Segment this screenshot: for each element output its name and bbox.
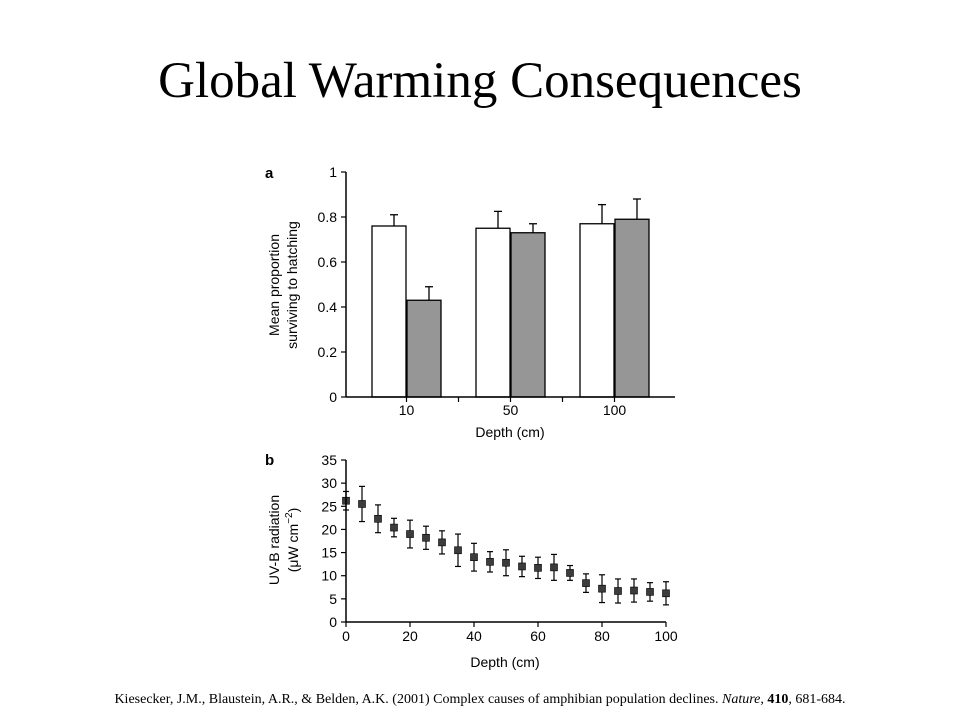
- panel-b-point: [390, 523, 398, 532]
- panel-b-x-tick-label: 0: [342, 628, 350, 644]
- citation-volume: 410: [767, 692, 789, 707]
- panel-b: b 0 5 10 15 20 25 30 35 0 20 40 60 80 100 UV-B radia…: [265, 452, 678, 670]
- panel-b-x-tick-label: 20: [402, 628, 418, 644]
- panel-b-point: [438, 538, 446, 547]
- citation: Kiesecker, J.M., Blaustein, A.R., & Beld…: [0, 692, 960, 708]
- panel-b-point: [358, 500, 366, 508]
- panel-b-y-unit-suffix: ): [285, 508, 301, 513]
- panel-b-x-tick-label: 80: [594, 628, 610, 644]
- panel-a-bar: [406, 299, 442, 398]
- panel-a-bar: [579, 223, 615, 398]
- panel-b-point: [582, 579, 590, 587]
- panel-b-label: b: [265, 452, 274, 469]
- panel-b-y-tick-label: 30: [321, 475, 337, 491]
- panel-a-label: a: [265, 165, 274, 182]
- panel-b-point: [662, 589, 670, 598]
- panel-b-y-tick-label: 25: [321, 498, 337, 514]
- panel-a: a 0 0.2 0.4 0.6 0.8 1 10 50 100 Mean proportion…: [265, 164, 675, 440]
- panel-b-y-unit-prefix: (μW cm: [285, 524, 301, 573]
- panel-a-y-tick-label: 0.6: [318, 254, 338, 270]
- panel-b-point: [518, 562, 526, 571]
- panel-a-bars: [371, 198, 650, 398]
- panel-b-point: [646, 588, 654, 596]
- panel-b-x-tick-label: 60: [530, 628, 546, 644]
- panel-b-point: [534, 564, 542, 572]
- panel-b-y-unit-sup: −2: [284, 512, 295, 524]
- panel-b-point: [374, 514, 382, 523]
- panel-b-y-ticks: 0 5 10 15 20 25 30 35: [321, 452, 346, 630]
- panel-b-point: [550, 563, 558, 572]
- slide-title: Global Warming Consequences: [158, 53, 802, 109]
- panel-a-x-tick-label: 50: [503, 402, 519, 418]
- panel-a-x-label: Depth (cm): [475, 424, 544, 440]
- panel-a-y-tick-label: 1: [329, 164, 337, 180]
- panel-b-y-tick-label: 0: [329, 614, 337, 630]
- panel-a-y-tick-label: 0.2: [318, 344, 338, 360]
- citation-sep: ,: [760, 692, 768, 707]
- panel-b-y-tick-label: 35: [321, 452, 337, 468]
- panel-a-y-tick-label: 0.4: [318, 299, 338, 315]
- panel-b-point: [614, 587, 622, 595]
- panel-a-y-tick-label: 0: [329, 389, 337, 405]
- panel-a-y-label-line1: Mean proportion: [266, 234, 282, 336]
- panel-b-y-tick-label: 5: [329, 591, 337, 607]
- panel-b-point: [454, 546, 462, 555]
- panel-b-x-tick-label: 40: [466, 628, 482, 644]
- panel-b-y-label-line2: (μW cm−2): [284, 508, 301, 573]
- panel-a-y-tick-label: 0.8: [318, 209, 338, 225]
- panel-b-point: [422, 533, 430, 542]
- panel-b-y-tick-label: 10: [321, 568, 337, 584]
- panel-b-points: [342, 485, 670, 606]
- citation-pages: , 681-684.: [788, 692, 846, 707]
- panel-b-x-ticks: 0 20 40 60 80 100: [342, 622, 678, 644]
- panel-b-point: [630, 586, 638, 595]
- panel-b-y-tick-label: 15: [321, 545, 337, 561]
- citation-journal: Nature: [722, 692, 761, 707]
- panel-b-point: [470, 553, 478, 562]
- panel-a-x-tick-label: 10: [399, 402, 415, 418]
- panel-b-point: [566, 569, 574, 577]
- panel-b-y-label-line1: UV-B radiation: [266, 495, 282, 585]
- panel-b-x-tick-label: 100: [654, 628, 678, 644]
- panel-a-y-label-line2: surviving to hatching: [284, 221, 300, 349]
- panel-a-bar: [475, 227, 511, 398]
- panel-b-point: [406, 530, 414, 538]
- citation-authors: Kiesecker, J.M., Blaustein, A.R., & Beld…: [114, 692, 722, 707]
- panel-b-x-label: Depth (cm): [470, 654, 539, 670]
- panel-a-y-ticks: 0 0.2 0.4 0.6 0.8 1: [318, 164, 346, 405]
- panel-a-bar: [510, 232, 546, 398]
- panel-a-x-ticks: 10 50 100: [399, 397, 627, 418]
- panel-b-point: [502, 558, 510, 567]
- panel-b-point: [598, 584, 606, 593]
- panel-a-bar: [614, 218, 650, 398]
- panel-a-x-tick-label: 100: [603, 402, 627, 418]
- panel-a-bar: [371, 225, 407, 398]
- panel-b-point: [486, 558, 494, 566]
- panel-b-y-tick-label: 20: [321, 521, 337, 537]
